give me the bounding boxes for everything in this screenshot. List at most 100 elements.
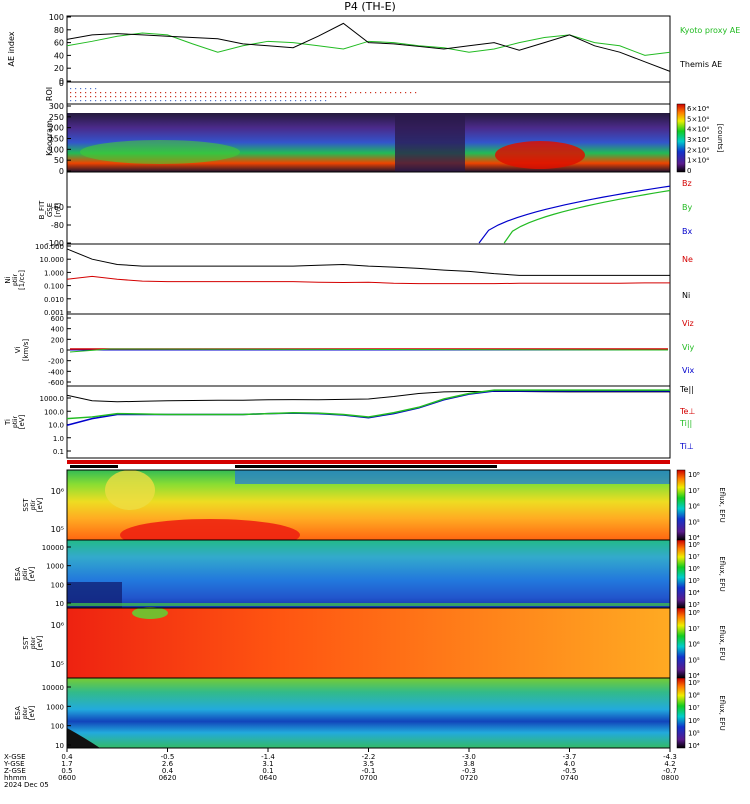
roi-dot-1	[365, 92, 367, 94]
roi-dot-1	[220, 92, 222, 94]
velocity-yunit: [km/s]	[22, 339, 30, 362]
esa-ion-ytick-2: 1000	[46, 563, 64, 571]
x-axis-columns: 0.41.70.50600-0.52.60.40620-1.43.10.1064…	[58, 748, 679, 782]
density-ylabel: Ni	[4, 276, 12, 283]
roi-dot-3	[180, 100, 182, 102]
keogram-colorbar-tick-1: 6×10⁴	[687, 105, 709, 113]
temperature-ytick-4: 1.0	[53, 435, 64, 443]
roi-dot-1	[210, 92, 212, 94]
roi-dot-3	[80, 100, 82, 102]
roi-dot-3	[165, 100, 167, 102]
temperature-ytick-5: 0.1	[53, 448, 64, 456]
x-axis-xgse-6: -3.7	[563, 753, 577, 761]
x-axis-row-label-1: X-GSE	[4, 753, 26, 761]
sst-elec-ytick-1: 10⁶	[51, 621, 64, 630]
roi-dot-rows	[70, 88, 417, 102]
roi-dot-2	[325, 96, 327, 98]
keogram-colorbar-unit: [counts]	[716, 124, 724, 153]
roi-dot-3	[95, 100, 97, 102]
keogram-ytick-4: 150	[49, 135, 64, 144]
mode-bar-black-1	[70, 465, 118, 468]
roi-dot-2	[265, 96, 267, 98]
roi-dot-1	[265, 92, 267, 94]
roi-dot-3	[125, 100, 127, 102]
roi-dot-1	[110, 92, 112, 94]
x-axis-ygse-4: 3.5	[363, 760, 374, 768]
x-axis-time-3: 0640	[259, 774, 277, 782]
sst-elec-colorbar-tick-3: 10⁶	[688, 641, 700, 649]
roi-dot-1	[170, 92, 172, 94]
roi-dot-1	[320, 92, 322, 94]
roi-dot-2	[255, 96, 257, 98]
temperature-ylabel-sub: ptiir	[12, 415, 19, 427]
roi-dot-3	[295, 100, 297, 102]
roi-dot-1	[115, 92, 117, 94]
roi-dot-0	[85, 88, 87, 90]
esa-ion-colorbar-labels: 10⁸ 10⁷ 10⁶ 10⁵ 10⁴ 10³	[688, 541, 700, 609]
velocity-legend-vix: Vix	[682, 366, 695, 375]
roi-dot-1	[145, 92, 147, 94]
esa-ion-colorbar-tick-5: 10⁴	[688, 589, 700, 597]
roi-dot-2	[245, 96, 247, 98]
bfit-panel: B_FIT GSE [nT] -60 -80 -100 Bz By Bx	[38, 171, 692, 248]
temperature-ytick-labels: 1000.0 100.0 10.0 1.0 0.1	[40, 395, 71, 456]
roi-dot-3	[75, 100, 77, 102]
mode-bar	[67, 460, 670, 468]
ae-panel-frame	[66, 15, 671, 83]
roi-dot-2	[200, 96, 202, 98]
roi-dot-1	[405, 92, 407, 94]
roi-dot-3	[200, 100, 202, 102]
velocity-trace-green	[69, 348, 669, 353]
x-axis-xgse-3: -1.4	[261, 753, 275, 761]
x-axis-zgse-6: -0.5	[563, 767, 577, 775]
roi-dot-2	[145, 96, 147, 98]
roi-dot-0	[70, 88, 72, 90]
bfit-legend-bz: Bz	[682, 179, 692, 188]
bfit-legend-bx: Bx	[682, 227, 692, 236]
roi-dot-3	[310, 100, 312, 102]
roi-dot-3	[160, 100, 162, 102]
roi-dot-2	[70, 96, 72, 98]
roi-dot-1	[410, 92, 412, 94]
roi-dot-2	[295, 96, 297, 98]
roi-dot-1	[180, 92, 182, 94]
roi-dot-1	[75, 92, 77, 94]
roi-dot-1	[190, 92, 192, 94]
esa-elec-ytick-2: 1000	[46, 703, 64, 711]
roi-dot-3	[85, 100, 87, 102]
esa-elec-colorbar-tick-6: 10⁴	[688, 742, 700, 750]
roi-dot-2	[290, 96, 292, 98]
x-axis-ygse-5: 3.8	[463, 760, 474, 768]
roi-dot-1	[335, 92, 337, 94]
esa-elec-colorbar-unit: Eflux, EFU	[718, 695, 726, 730]
x-axis-row-label-2: Y-GSE	[3, 760, 25, 768]
density-ytick-5: 0.010	[44, 296, 64, 304]
sst-elec-yunit: [eV]	[36, 635, 44, 650]
roi-dot-3	[135, 100, 137, 102]
x-axis-zgse-3: 0.1	[262, 767, 273, 775]
roi-dot-2	[150, 96, 152, 98]
esa-elec-colorbar-tick-3: 10⁷	[688, 704, 700, 712]
x-axis-time-5: 0720	[460, 774, 478, 782]
roi-dot-2	[155, 96, 157, 98]
x-axis-ygse-6: 4.0	[564, 760, 575, 768]
esa-ion-ylabel-sub: ptiir	[22, 567, 29, 579]
roi-dot-1	[285, 92, 287, 94]
x-axis-time-4: 0700	[360, 774, 378, 782]
roi-panel: ROI 0	[45, 79, 671, 105]
esa-elec-colorbar-tick-1: 10⁹	[688, 679, 700, 687]
density-legend-ne: Ne	[682, 255, 693, 264]
velocity-legend-viy: Viy	[682, 343, 695, 352]
roi-dot-2	[100, 96, 102, 98]
bfit-legend-by: By	[682, 203, 692, 212]
velocity-ytick-5: -200	[48, 358, 64, 366]
roi-dot-2	[135, 96, 137, 98]
keogram-colorbar-labels: 6×10⁴ 5×10⁴ 4×10⁴ 3×10⁴ 2×10⁴ 1×10⁴ 0	[687, 105, 709, 175]
sst-ion-ylabel: SST	[22, 498, 30, 512]
esa-ion-colorbar-unit: Eflux, EFU	[718, 556, 726, 591]
x-axis-zgse-7: -0.7	[663, 767, 677, 775]
sst-elec-colorbar-tick-2: 10⁷	[688, 625, 700, 633]
roi-dot-1	[255, 92, 257, 94]
roi-dot-2	[165, 96, 167, 98]
